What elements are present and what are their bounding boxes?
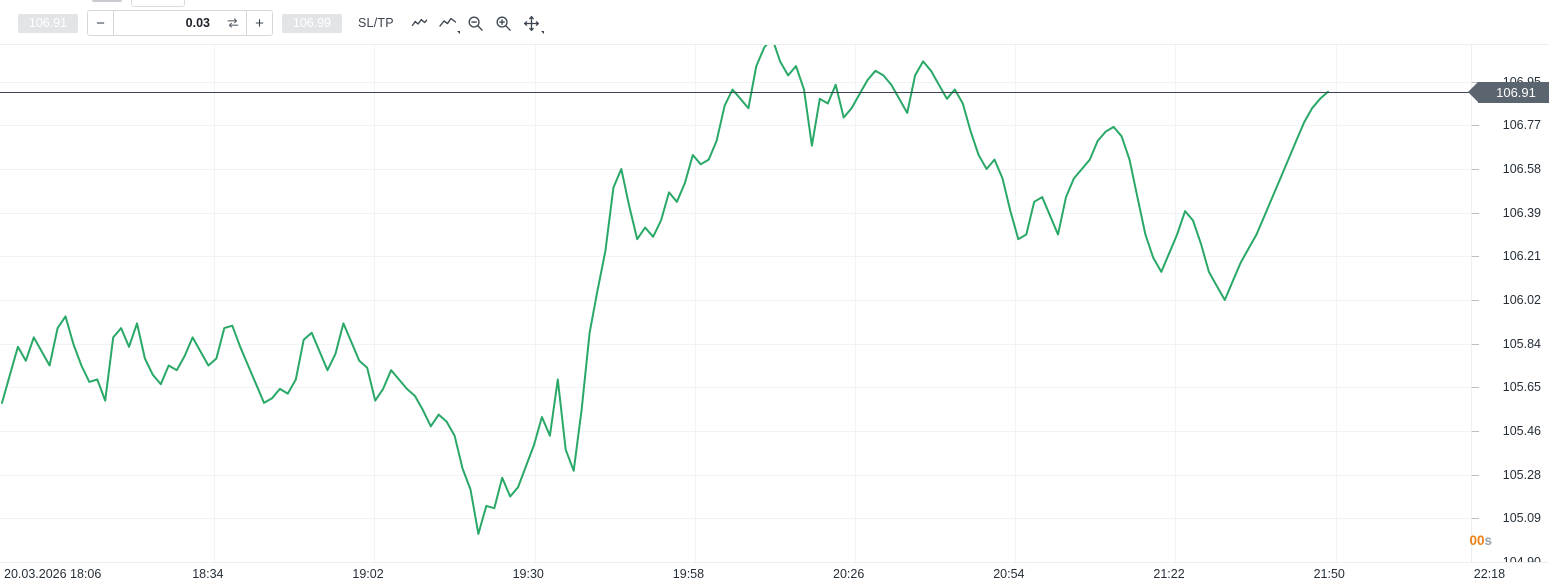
price-axis-tick: 105.09: [1472, 511, 1549, 525]
gridline-vertical: [214, 0, 215, 562]
time-axis-tick: 19:58: [672, 567, 705, 581]
cutoff-chip-top: [92, 0, 122, 2]
time-axis-tick: 21:22: [1153, 567, 1185, 581]
current-price-badge[interactable]: 106.91: [1468, 82, 1549, 103]
move-crosshair-icon[interactable]: [520, 11, 544, 35]
time-axis-tick: 19:30: [512, 567, 544, 581]
gridline-vertical: [695, 0, 696, 562]
gridline-horizontal: [0, 125, 1471, 126]
chevron-down-icon: [456, 31, 460, 34]
chart-plot-area[interactable]: [0, 0, 1471, 562]
time-axis-tick: 18:34: [192, 567, 224, 581]
price-axis-tick: 105.84: [1472, 337, 1549, 351]
current-price-value: 106.91: [1496, 85, 1536, 100]
bid-price-badge[interactable]: 106.91: [18, 13, 78, 33]
current-price-level-line: [0, 92, 1471, 93]
countdown-unit: s: [1484, 533, 1492, 548]
time-axis-tick: 20:54: [993, 567, 1025, 581]
swap-vertical-icon[interactable]: [220, 11, 246, 35]
volume-input[interactable]: 0.03: [114, 11, 220, 35]
area-chart-icon[interactable]: [436, 11, 460, 35]
gridline-horizontal: [0, 344, 1471, 345]
price-axis-tick: 106.02: [1472, 293, 1549, 307]
sl-tp-label[interactable]: SL/TP: [358, 16, 394, 30]
cutoff-field-top: [131, 0, 185, 7]
volume-increase-button[interactable]: +: [246, 11, 272, 35]
toolbar-divider: [0, 44, 1549, 45]
price-axis-tick: 106.77: [1472, 118, 1549, 132]
price-axis-tick: 105.46: [1472, 424, 1549, 438]
gridline-horizontal: [0, 169, 1471, 170]
price-axis-tick: 106.21: [1472, 249, 1549, 263]
ask-price-badge[interactable]: 106.99: [282, 13, 342, 33]
gridline-horizontal: [0, 256, 1471, 257]
time-axis-tick: 22:18: [1473, 567, 1506, 581]
volume-stepper[interactable]: − 0.03 +: [87, 10, 273, 36]
line-chart-icon[interactable]: [408, 11, 432, 35]
gridline-vertical: [535, 0, 536, 562]
gridline-vertical: [855, 0, 856, 562]
time-axis-tick: 21:50: [1313, 567, 1345, 581]
gridline-vertical: [374, 0, 375, 562]
price-axis-tick: 106.39: [1472, 206, 1549, 220]
gridline-vertical: [1175, 0, 1176, 562]
zoom-in-icon[interactable]: [492, 11, 516, 35]
gridline-horizontal: [0, 475, 1471, 476]
chart-tool-icons: [408, 11, 544, 35]
time-axis-tick: 20.03.2026 18:06: [4, 567, 102, 581]
gridline-horizontal: [0, 82, 1471, 83]
gridline-vertical: [1015, 0, 1016, 562]
price-axis[interactable]: 107.14106.95106.77106.58106.39106.21106.…: [1468, 0, 1549, 569]
bar-countdown-timer: 00s: [1469, 533, 1492, 548]
countdown-seconds: 00: [1469, 533, 1485, 548]
price-axis-tick: 106.58: [1472, 162, 1549, 176]
zoom-out-icon[interactable]: [464, 11, 488, 35]
gridline-horizontal: [0, 431, 1471, 432]
gridline-horizontal: [0, 518, 1471, 519]
gridline-horizontal: [0, 213, 1471, 214]
gridline-vertical: [1336, 0, 1337, 562]
price-axis-tick: 105.65: [1472, 380, 1549, 394]
time-axis-tick: 20:26: [833, 567, 865, 581]
time-axis[interactable]: 20.03.2026 18:06 18:34 19:02 19:30 19:58 20:2…: [0, 562, 1549, 586]
volume-decrease-button[interactable]: −: [88, 11, 114, 35]
chevron-down-icon: [540, 31, 544, 34]
trade-toolbar: 106.91 − 0.03 + 106.99 SL/TP: [0, 0, 1549, 45]
gridline-horizontal: [0, 300, 1471, 301]
time-axis-tick: 19:02: [352, 567, 384, 581]
price-line-series: [1, 37, 1329, 535]
gridline-horizontal: [0, 387, 1471, 388]
price-axis-tick: 105.28: [1472, 468, 1549, 482]
